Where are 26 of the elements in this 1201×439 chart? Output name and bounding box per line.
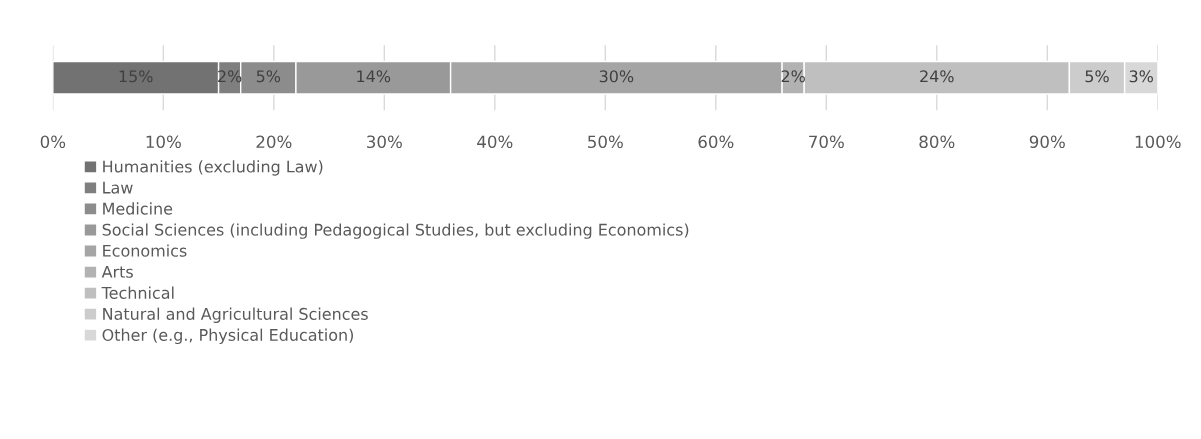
legend-label: Humanities (excluding Law) (103, 160, 323, 176)
x-tick-label: 70% (809, 135, 844, 149)
data-label: 24% (920, 70, 954, 83)
legend-label: Medicine (103, 202, 173, 215)
legend-label: Technical (101, 286, 174, 299)
data-label: 5% (256, 70, 281, 83)
x-tick-label: 0% (40, 135, 66, 149)
x-tick-label: 40% (477, 135, 513, 149)
x-tick-label: 100% (1135, 135, 1181, 149)
x-tick-label: 50% (588, 135, 623, 149)
x-tick-label: 30% (367, 135, 402, 149)
legend-label: Arts (101, 265, 133, 278)
x-tick-label: 10% (146, 135, 181, 149)
data-label: 14% (357, 70, 391, 83)
x-tick-label: 80% (919, 135, 955, 149)
legend-label: Natural and Agricultural Sciences (103, 307, 368, 324)
legend-label: Economics (103, 244, 187, 257)
x-tick-label: 60% (698, 135, 734, 149)
data-label: 30% (599, 70, 634, 83)
data-label: 3% (1129, 70, 1153, 83)
legend-label: Law (103, 181, 133, 194)
legend-label: Social Sciences (including Pedagogical Studies, but excluding Economics) (102, 223, 689, 239)
data-label: 5% (1085, 70, 1109, 83)
x-tick-label: 20% (256, 135, 292, 149)
legend-label: Other (e.g., Physical Education) (102, 328, 353, 345)
x-tick-label: 90% (1029, 135, 1065, 149)
